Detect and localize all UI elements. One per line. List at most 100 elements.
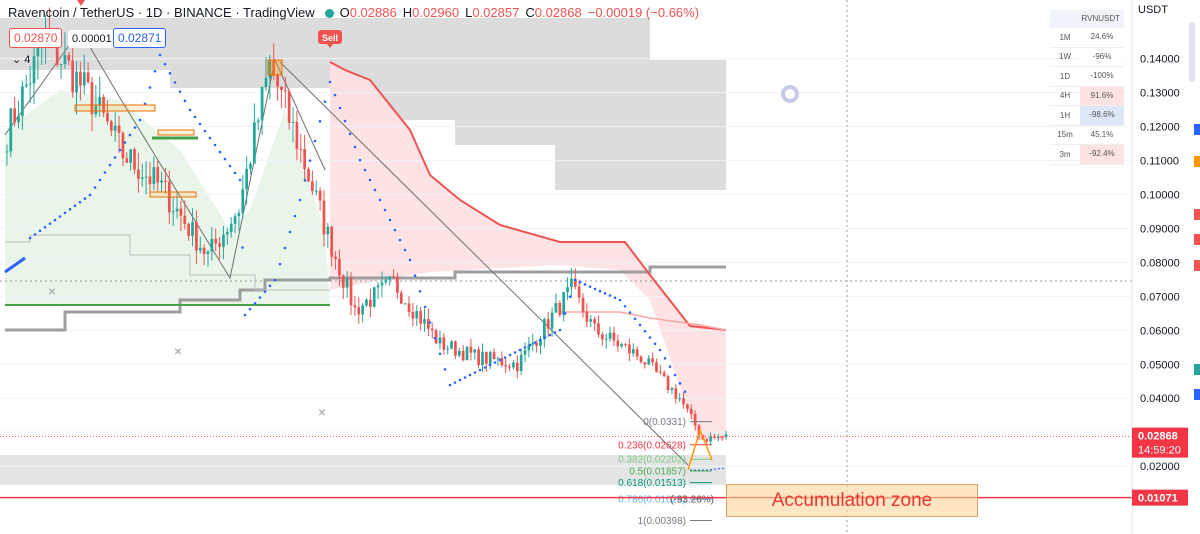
candle-body — [465, 346, 469, 361]
x-marker: × — [48, 283, 56, 299]
sar-dot — [498, 358, 502, 362]
candle-body — [647, 358, 651, 365]
sar-dot — [413, 274, 417, 277]
sar-dot — [163, 62, 167, 66]
sar-dot — [573, 278, 577, 282]
resistance-line — [329, 61, 727, 331]
symbol-title[interactable]: Ravencoin / TetherUS · 1D · BINANCE · Tr… — [8, 5, 315, 20]
y-tick-label: 0.06000 — [1140, 325, 1180, 337]
mtf-value: -98.6% — [1080, 106, 1124, 125]
sar-dot — [543, 336, 547, 339]
candle-body — [98, 97, 102, 106]
mtf-timeframe: 1H — [1059, 110, 1071, 120]
mtf-title: RVNUSDT — [1050, 10, 1124, 28]
candle-body — [515, 362, 519, 372]
y-tick-label: 0.14000 — [1140, 54, 1180, 66]
fib-label: 1(0.00398) — [638, 516, 686, 527]
blue-trend-segment — [4, 256, 26, 274]
indicator-toggle[interactable]: ⌄ 4 — [12, 54, 31, 66]
sar-dot — [278, 262, 282, 266]
candle-body — [322, 200, 326, 235]
sar-dot — [133, 126, 137, 129]
candle-body — [570, 278, 573, 288]
candle-body — [566, 287, 569, 293]
sar-dot — [303, 179, 307, 182]
mtf-timeframe: 1W — [1059, 52, 1071, 62]
candle-body — [71, 60, 75, 93]
sar-dot — [443, 368, 447, 371]
bearish-area — [330, 62, 726, 440]
candle-body — [156, 167, 160, 183]
support-price-badge — [1132, 489, 1188, 506]
candle-body — [345, 277, 349, 288]
sell-price-button[interactable]: 0.02870 — [9, 28, 63, 48]
candle-body — [473, 349, 477, 353]
sar-dot — [263, 290, 267, 293]
candle-body — [666, 376, 670, 390]
candle-body — [585, 311, 589, 322]
indicator-marker — [1194, 364, 1200, 375]
sar-dot — [38, 229, 42, 233]
candle-body — [512, 362, 515, 368]
candle-body — [349, 277, 353, 306]
candle-body — [171, 211, 175, 213]
candle-body — [399, 292, 403, 304]
candle-body — [678, 398, 682, 400]
mtf-row-3m: 3m -92.4% — [1050, 145, 1124, 165]
sell-pointer-icon — [327, 44, 333, 48]
candle-body — [693, 413, 697, 426]
sar-dot — [483, 366, 487, 369]
sar-dot — [243, 313, 247, 317]
candle-body — [214, 238, 218, 244]
candle-body — [496, 358, 500, 360]
fib-label: 0.786(0.01028) — [618, 495, 686, 506]
candle-body — [195, 221, 198, 251]
mtf-timeframe: 3m — [1059, 149, 1071, 159]
bar-countdown: 14:59:20 — [1138, 445, 1181, 457]
sar-dot — [193, 115, 197, 119]
candle-body — [709, 436, 712, 442]
candle-body — [403, 303, 407, 305]
candle-body — [276, 75, 279, 87]
candle-body — [79, 71, 82, 86]
candle-body — [427, 318, 430, 329]
high-value: 0.02960 — [412, 5, 460, 20]
sar-dot — [488, 363, 492, 367]
candle-body — [233, 216, 237, 224]
sar-dot — [283, 246, 287, 250]
change-value: −0.00019 (−0.66%) — [587, 5, 700, 20]
top-arrow-icon — [77, 0, 85, 6]
fib-percentage: (-93.26%) — [670, 495, 714, 506]
sar-dot — [353, 145, 357, 149]
mtf-timeframe: 1M — [1059, 32, 1071, 42]
sar-dot — [48, 222, 52, 225]
currency-label[interactable]: USDT — [1138, 4, 1168, 16]
sar-dot — [228, 164, 232, 168]
candle-body — [527, 344, 531, 351]
sar-dot — [68, 208, 72, 211]
accumulation-zone-label: Accumulation zone — [726, 484, 978, 517]
candle-body — [314, 190, 318, 192]
candle-body — [59, 64, 63, 66]
candle-body — [492, 352, 496, 360]
sar-dot — [508, 353, 512, 357]
buy-price-button[interactable]: 0.02871 — [113, 28, 167, 48]
candle-body — [160, 180, 163, 183]
sar-dot — [678, 382, 682, 385]
candle-body — [187, 223, 191, 236]
candle-body — [280, 86, 283, 91]
candle-body — [438, 337, 442, 344]
candle-body — [106, 112, 109, 122]
candle-body — [500, 358, 504, 366]
sar-dot — [648, 336, 652, 339]
fib-label: 0.382(0.02202) — [618, 455, 686, 466]
candle-body — [260, 87, 264, 121]
sar-dot — [153, 69, 157, 73]
sar-dot — [528, 343, 532, 347]
sar-dot — [223, 157, 227, 161]
candle-body — [148, 176, 152, 185]
sar-dot — [113, 156, 117, 159]
candle-body — [17, 116, 20, 123]
candle-body — [446, 348, 450, 350]
